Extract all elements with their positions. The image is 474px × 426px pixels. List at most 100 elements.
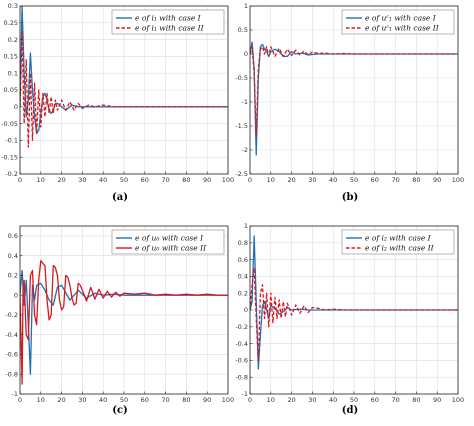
chart-4: 0 10 20 30 40 50 60 70 80 90 100-1-0.8-0.6-0.4-0.2… [235, 222, 464, 416]
legend-label: e of i₁ with case II [135, 24, 205, 33]
y-tick-label: -0.5 [235, 74, 248, 82]
y-tick-label: 0.15 [4, 53, 18, 61]
y-tick-label: 0.3 [8, 2, 18, 10]
x-tick-label: 30 [308, 396, 316, 404]
y-tick-label: -2.5 [235, 170, 248, 178]
legend: e of u₀ with case Ie of u₀ with case II [111, 229, 225, 255]
x-tick-label: 100 [452, 176, 464, 184]
x-tick-label: 20 [287, 176, 295, 184]
x-tick-label: 60 [141, 176, 149, 184]
y-tick-label: -0.8 [235, 373, 248, 381]
series-line-2 [20, 259, 228, 385]
x-tick-label: 30 [78, 396, 86, 404]
y-tick-label: 0 [244, 50, 248, 58]
x-tick-label: 50 [120, 176, 128, 184]
y-tick-label: 0.4 [238, 273, 248, 281]
legend: e of uᶜ₁ with case Ie of uᶜ₁ with case I… [341, 9, 455, 35]
x-tick-label: 20 [57, 396, 65, 404]
y-tick-label: -1.5 [235, 122, 248, 130]
x-tick-label: 60 [141, 396, 149, 404]
x-tick-label: 70 [391, 396, 399, 404]
x-tick-label: 0 [248, 396, 252, 404]
x-tick-label: 100 [222, 396, 234, 404]
series-line-1 [20, 269, 228, 375]
legend-box [111, 9, 225, 35]
legend: e of i₂ with case Ie of i₂ with case II [341, 229, 455, 255]
chart-1: 0 10 20 30 40 50 60 70 80 90 100 -0.2 -0.15 -0.1 -0.05… [1, 2, 234, 203]
legend-box [111, 229, 225, 255]
y-tick-label: 0 [14, 291, 18, 299]
y-tick-label: -0.6 [5, 351, 18, 359]
y-tick-label: -1 [242, 98, 248, 106]
x-tick-label: 80 [412, 176, 420, 184]
x-tick-label: 20 [57, 176, 65, 184]
series-line-2 [250, 46, 458, 137]
x-tick-label: 50 [120, 396, 128, 404]
x-tick-label: 40 [329, 396, 337, 404]
x-tick-label: 40 [99, 176, 107, 184]
x-tick-label: 10 [37, 396, 45, 404]
x-tick-label: 0 [248, 176, 252, 184]
y-tick-label: 0.2 [8, 36, 18, 44]
x-tick-label: 100 [222, 176, 234, 184]
legend-label: e of u₀ with case I [135, 234, 204, 243]
x-tick-label: 60 [371, 176, 379, 184]
legend-label: e of uᶜ₁ with case II [365, 24, 440, 33]
x-tick-label: 70 [391, 176, 399, 184]
x-tick-label: 90 [203, 396, 211, 404]
series-line-2 [20, 32, 228, 148]
legend-box [341, 229, 455, 255]
x-tick-label: 70 [161, 176, 169, 184]
x-tick-label: 30 [308, 176, 316, 184]
x-tick-label: 60 [371, 396, 379, 404]
x-tick-label: 90 [203, 176, 211, 184]
legend-label: e of uᶜ₁ with case I [365, 14, 437, 23]
y-tick-label: 0 [244, 306, 248, 314]
x-tick-label: 90 [433, 396, 441, 404]
y-tick-label: 1 [244, 222, 248, 230]
x-tick-label: 80 [182, 396, 190, 404]
x-tick-label: 0 [18, 176, 22, 184]
x-tick-label: 80 [412, 396, 420, 404]
y-tick-label: -1 [12, 390, 18, 398]
x-tick-label: 90 [433, 176, 441, 184]
y-tick-label: 0.5 [238, 26, 248, 34]
y-tick-label: -0.05 [1, 120, 18, 128]
chart-caption: (d) [342, 405, 358, 416]
y-tick-label: -0.4 [235, 340, 248, 348]
y-tick-label: 0.05 [4, 86, 18, 94]
x-tick-label: 100 [452, 396, 464, 404]
legend: e of i₁ with case Ie of i₁ with case II [111, 9, 225, 35]
x-tick-label: 50 [350, 396, 358, 404]
y-tick-label: 1 [244, 2, 248, 10]
y-tick-label: 0.8 [238, 239, 248, 247]
x-tick-label: 70 [161, 396, 169, 404]
y-tick-label: 0.6 [238, 256, 248, 264]
y-tick-label: -0.8 [5, 370, 18, 378]
x-tick-label: 40 [329, 176, 337, 184]
y-tick-label: 0.1 [8, 69, 18, 77]
x-tick-label: 0 [18, 396, 22, 404]
x-tick-label: 10 [37, 176, 45, 184]
x-tick-label: 30 [78, 176, 86, 184]
y-tick-label: -0.4 [5, 331, 18, 339]
chart-3: 0 10 20 30 40 50 60 70 80 90 100 -1 -0.8 -0.6 -0.4 -0.2… [5, 225, 234, 416]
y-tick-label: 0.4 [8, 252, 18, 260]
y-tick-label: -0.15 [1, 153, 18, 161]
y-tick-label: -0.2 [235, 323, 248, 331]
legend-label: e of i₁ with case I [135, 14, 202, 23]
x-tick-label: 20 [287, 396, 295, 404]
y-tick-label: -1 [242, 390, 248, 398]
x-tick-label: 10 [267, 176, 275, 184]
y-tick-label: -0.2 [5, 311, 18, 319]
y-tick-label: -2 [242, 146, 248, 154]
chart-caption: (c) [112, 405, 128, 416]
x-tick-label: 50 [350, 176, 358, 184]
chart-2: 0 10 20 30 40 50 60 70 80 90 100 -2.5 -2 -1.5 -1 -0.5 0 0… [235, 2, 464, 203]
legend-label: e of u₀ with case II [135, 244, 207, 253]
x-tick-label: 10 [267, 396, 275, 404]
chart-caption: (b) [342, 192, 358, 203]
chart-caption: (a) [112, 192, 128, 203]
y-tick-label: 0 [14, 103, 18, 111]
